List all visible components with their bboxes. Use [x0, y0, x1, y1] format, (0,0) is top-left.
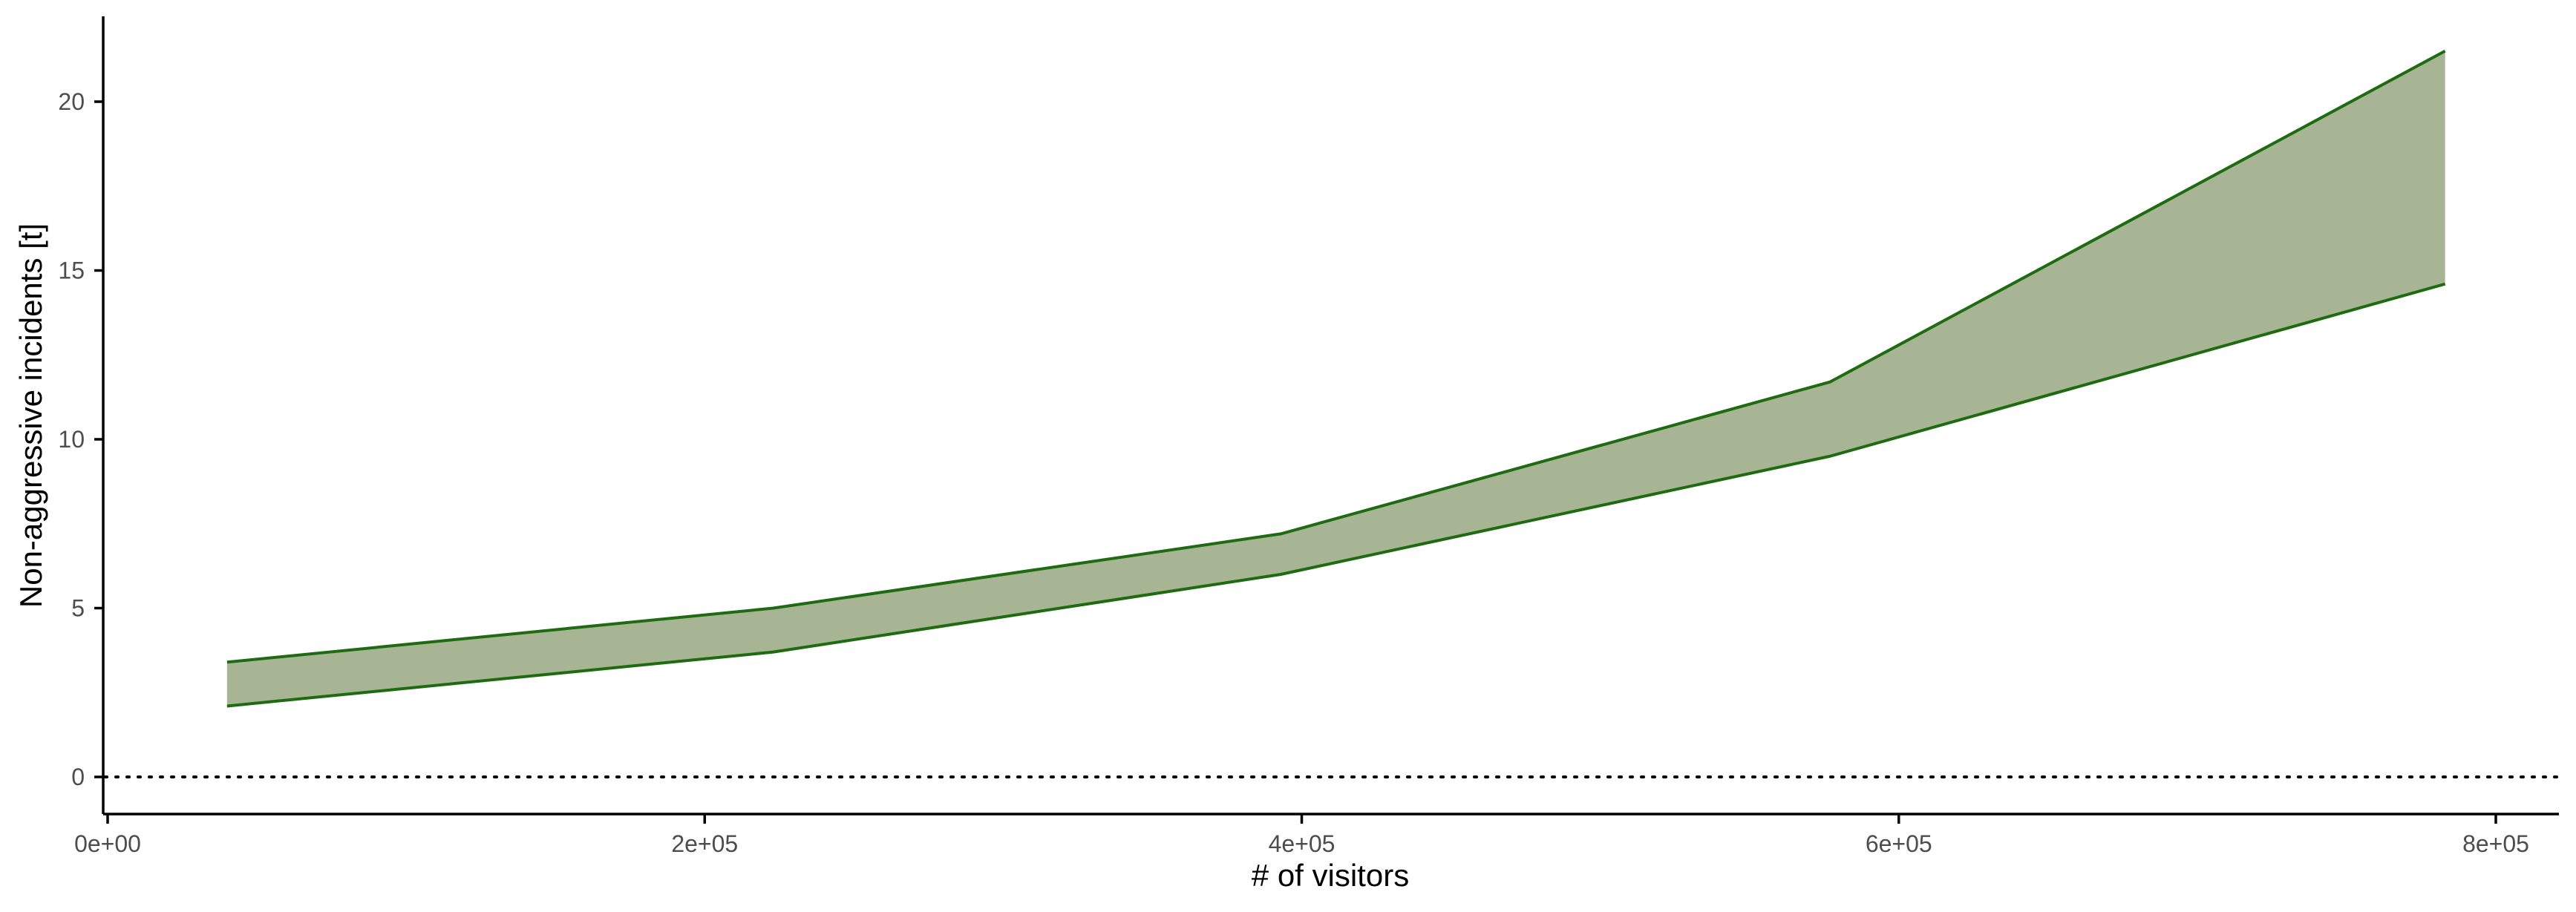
plot-area	[105, 51, 2559, 777]
y-tick-label: 20	[58, 88, 85, 115]
x-tick-label: 0e+00	[74, 830, 141, 857]
y-tick-label: 5	[71, 595, 85, 622]
y-tick-label: 10	[58, 426, 85, 453]
y-axis-title: Non-aggressive incidents [t]	[13, 223, 48, 608]
y-axis-ticks: 0 5 10 15 20	[58, 88, 103, 790]
x-tick-label: 8e+05	[2462, 830, 2529, 857]
y-tick-label: 0	[71, 764, 85, 790]
x-tick-label: 2e+05	[671, 830, 738, 857]
x-axis-title: # of visitors	[1252, 858, 1409, 893]
x-tick-label: 4e+05	[1269, 830, 1336, 857]
x-tick-label: 6e+05	[1866, 830, 1932, 857]
x-axis-ticks: 0e+00 2e+05 4e+05 6e+05 8e+05	[74, 814, 2529, 857]
y-tick-label: 15	[58, 257, 85, 284]
